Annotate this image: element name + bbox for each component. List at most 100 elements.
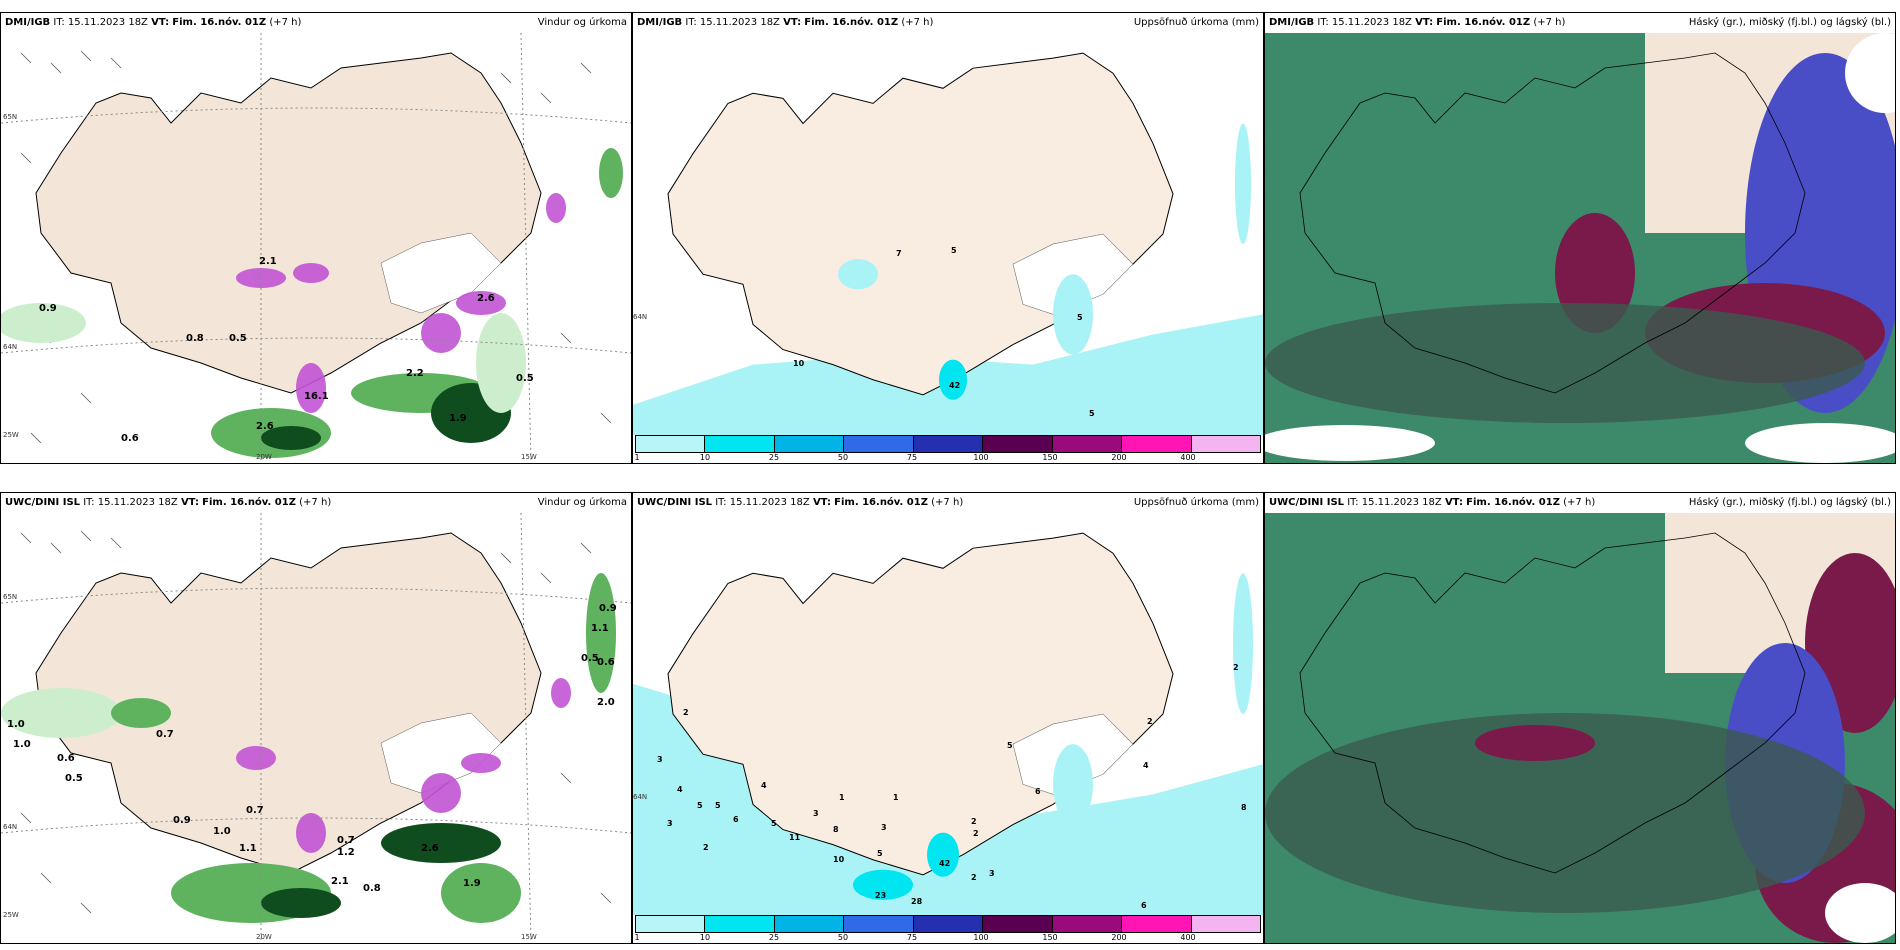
- vt-prefix: VT:: [783, 17, 802, 28]
- colorbar-tick: 150: [1042, 933, 1058, 942]
- map-svg: [1, 33, 631, 463]
- panel-title: Vindur og úrkoma: [537, 497, 627, 508]
- lead-time: (+7 h): [931, 497, 964, 508]
- wind-barbs: [20, 530, 612, 914]
- panel-uwc-wind-precip: UWC/DINI ISL IT: 15.11.2023 18Z VT: Fim.…: [0, 492, 632, 944]
- colorbar-segment: [705, 436, 775, 452]
- colorbar-tick: 25: [768, 933, 780, 942]
- vt-prefix: VT:: [1415, 17, 1434, 28]
- vt-prefix: VT:: [151, 17, 170, 28]
- value-label: 1: [839, 793, 845, 802]
- panel-uwc-clouds: UWC/DINI ISL IT: 15.11.2023 18Z VT: Fim.…: [1264, 492, 1896, 944]
- map-area[interactable]: [1265, 513, 1895, 943]
- iceland-outline: [1299, 532, 1806, 874]
- cloud-low: [1745, 423, 1895, 463]
- map-area[interactable]: [633, 513, 1263, 915]
- panel-header: DMI/IGB IT: 15.11.2023 18Z VT: Fim. 16.n…: [633, 13, 1263, 33]
- accum-spot: [838, 259, 878, 290]
- lon-line-15: [520, 513, 532, 943]
- panel-dmi-wind-precip: DMI/IGB IT: 15.11.2023 18Z VT: Fim. 16.n…: [0, 12, 632, 464]
- precip-green: [1, 573, 616, 923]
- colorbar-segment: [1122, 436, 1192, 452]
- colorbar-tick: 75: [906, 933, 918, 942]
- value-label: 5: [877, 849, 883, 858]
- value-label: 2: [683, 708, 689, 717]
- value-label: 2: [1147, 717, 1153, 726]
- value-label: 3: [989, 869, 995, 878]
- colorbar-tick: 100: [973, 933, 989, 942]
- value-label: 42: [949, 381, 961, 390]
- value-label: 10: [833, 855, 845, 864]
- panel-header: UWC/DINI ISL IT: 15.11.2023 18Z VT: Fim.…: [1, 493, 631, 513]
- lead-time: (+7 h): [1563, 497, 1596, 508]
- value-label: 2: [971, 817, 977, 826]
- vt-value: Fim. 16.nóv. 01Z: [202, 497, 296, 508]
- map-svg: [633, 513, 1263, 915]
- accum-spot: [1053, 744, 1093, 825]
- value-label: 42: [939, 859, 951, 868]
- vt-prefix: VT:: [1444, 497, 1463, 508]
- lead-time: (+7 h): [1533, 17, 1566, 28]
- value-label: 11: [789, 833, 801, 842]
- map-svg: [1, 513, 631, 943]
- it-prefix: IT:: [83, 497, 95, 508]
- colorbar-tick: 400: [1180, 453, 1196, 462]
- colorbar-tick: 50: [837, 453, 849, 462]
- value-label: 2: [703, 843, 709, 852]
- it-prefix: IT:: [715, 497, 727, 508]
- value-label: 6: [733, 815, 739, 824]
- value-label: 5: [951, 246, 957, 255]
- panel-title: Vindur og úrkoma: [537, 17, 627, 28]
- map-area[interactable]: [1, 33, 631, 463]
- value-label: 1.0: [213, 826, 231, 837]
- map-area[interactable]: [1, 513, 631, 943]
- vt-value: Fim. 16.nóv. 01Z: [804, 17, 899, 28]
- map-area[interactable]: [1265, 33, 1895, 463]
- snow-purple: [236, 678, 571, 853]
- map-area[interactable]: [633, 33, 1263, 435]
- it-value: 15.11.2023 18Z: [67, 17, 148, 28]
- colorbar-segment: [705, 916, 775, 932]
- colorbar-segment: [913, 916, 984, 932]
- colorbar-segment: [774, 436, 845, 452]
- value-label: 3: [881, 823, 887, 832]
- axis-label-lon: 20W: [256, 933, 272, 941]
- colorbar-tick: 10: [699, 453, 711, 462]
- accum-spot: [1053, 274, 1093, 355]
- colorbar-segment: [983, 436, 1053, 452]
- colorbar-segment: [1191, 916, 1260, 932]
- colorbar-segment: [1052, 916, 1123, 932]
- cloud-high: [1265, 713, 1865, 913]
- value-label: 1.1: [591, 623, 609, 634]
- lat-line-64: [1, 337, 631, 354]
- colorbar: 1 10 25 50 75 100 150 200 400: [633, 435, 1263, 463]
- colorbar-tick: 100: [973, 453, 989, 462]
- value-label: 0.8: [186, 333, 204, 344]
- panel-title: Uppsöfnuð úrkoma (mm): [1133, 497, 1259, 508]
- colorbar-row: [635, 435, 1261, 453]
- colorbar-segment: [1191, 436, 1260, 452]
- value-label: 7: [896, 249, 902, 258]
- colorbar-segment: [913, 436, 984, 452]
- value-label: 6: [1035, 787, 1041, 796]
- vt-prefix: VT:: [180, 497, 199, 508]
- value-label: 4: [761, 781, 767, 790]
- value-label: 8: [833, 825, 839, 834]
- model-name: DMI/IGB: [5, 17, 51, 28]
- map-svg: [1265, 33, 1895, 463]
- colorbar-tick: 25: [768, 453, 780, 462]
- it-prefix: IT:: [1317, 17, 1329, 28]
- value-label: 0.5: [516, 373, 534, 384]
- colorbar-segment: [844, 916, 914, 932]
- accum-spot: [1235, 123, 1251, 245]
- value-label: 0.6: [597, 657, 615, 668]
- colorbar: 1 10 25 50 75 100 150 200 400: [633, 915, 1263, 943]
- cloud-low: [1845, 33, 1895, 113]
- value-label: 5: [771, 819, 777, 828]
- value-label: 2.1: [259, 256, 277, 267]
- value-label: 0.9: [599, 603, 617, 614]
- accum-spot: [1233, 573, 1253, 714]
- colorbar-tick: 1: [634, 453, 640, 462]
- colorbar-tick: 400: [1180, 933, 1196, 942]
- value-label: 2.6: [477, 293, 495, 304]
